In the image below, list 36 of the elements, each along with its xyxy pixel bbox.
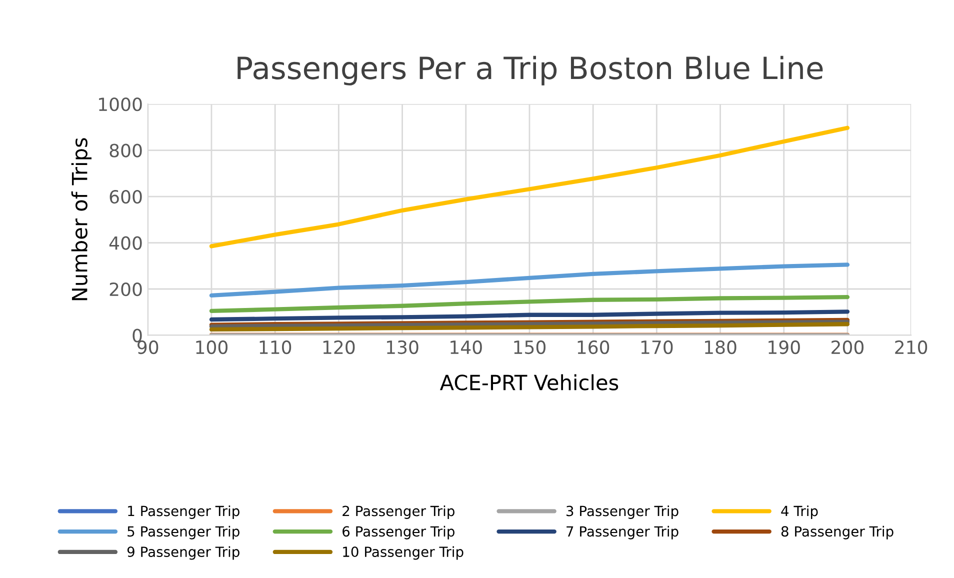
- x-tick-label: 110: [260, 340, 292, 354]
- line-series: [209, 262, 850, 298]
- line-series: [209, 295, 850, 314]
- x-tick-label: 120: [323, 340, 355, 354]
- y-tick-label: 800: [110, 144, 142, 158]
- x-tick-label: 140: [450, 340, 482, 354]
- y-tick-label: 600: [110, 190, 142, 204]
- x-tick-label: 170: [641, 340, 673, 354]
- x-tick-label: 160: [578, 340, 610, 354]
- x-tick-label: 180: [705, 340, 736, 354]
- line-series: [209, 126, 850, 248]
- chart-title: Passengers Per a Trip Boston Blue Line: [238, 56, 823, 86]
- x-tick-label: 100: [196, 340, 228, 354]
- y-tick-label: 1000: [99, 98, 142, 112]
- legend-label: 7 Passenger Trip: [566, 526, 678, 540]
- legend-label: 10 Passenger Trip: [343, 546, 464, 560]
- y-tick-label: 200: [110, 282, 142, 296]
- legend-label: 3 Passenger Trip: [566, 506, 678, 519]
- y-tick-label: 0: [132, 328, 142, 342]
- x-tick-label: 130: [387, 340, 418, 354]
- x-tick-label: 150: [514, 340, 546, 354]
- legend-label: 9 Passenger Trip: [127, 546, 240, 560]
- y-axis-title: Number of Trips: [71, 138, 92, 300]
- legend-label: 5 Passenger Trip: [128, 526, 240, 540]
- legend-label: 2 Passenger Trip: [342, 506, 454, 519]
- x-axis-title: ACE-PRT Vehicles: [440, 374, 618, 390]
- x-tick-label: 210: [895, 340, 928, 354]
- legend-label: 1 Passenger Trip: [128, 506, 240, 519]
- legend-label: 6 Passenger Trip: [342, 526, 454, 540]
- line-series: [209, 310, 850, 322]
- y-tick-label: 400: [109, 236, 142, 250]
- x-tick-label: 200: [832, 340, 864, 354]
- x-tick-label: 190: [768, 340, 800, 354]
- legend-label: 4 Trip: [781, 506, 818, 519]
- legend-label: 8 Passenger Trip: [781, 526, 894, 540]
- x-tick-label: 90: [138, 340, 158, 354]
